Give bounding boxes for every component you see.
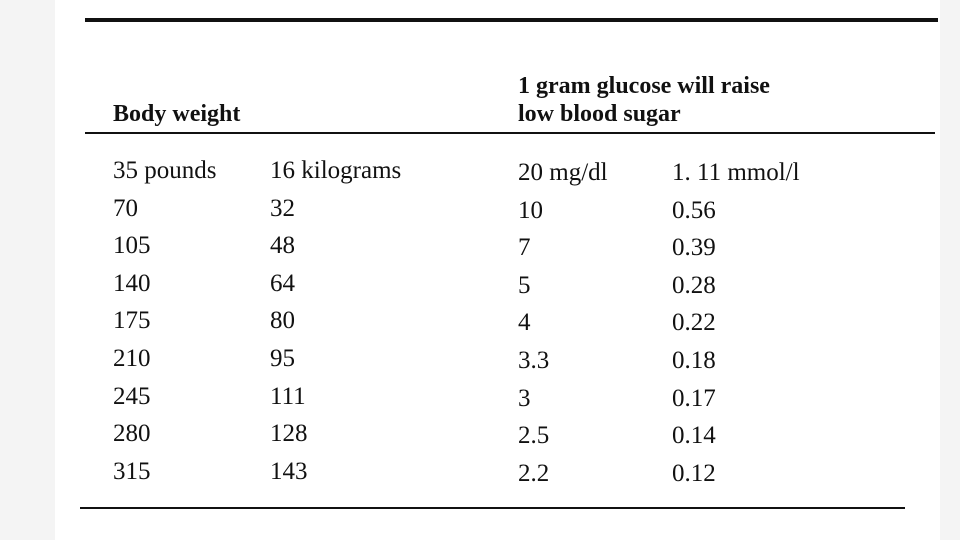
table-cell: 48 [270,232,295,260]
table-cell: 2.2 [518,459,550,487]
table-cell: 5 [518,271,531,299]
table-cell: 2.5 [518,422,550,450]
table-cell: 4 [518,309,531,337]
table-cell: 140 [113,269,151,297]
table-cell: 111 [270,382,306,410]
table-cell: 3.3 [518,347,550,374]
header-label: Body weight [113,101,241,127]
table-cell: 315 [113,457,151,485]
table-cell: 64 [270,269,295,297]
table-cell: 70 [113,194,138,222]
table-cell: 0.12 [672,459,716,487]
table-cell: 80 [270,307,295,335]
header-label: 1 gram glucose will raise [518,73,770,99]
table-cell: 10 [518,196,543,224]
table-cell: 0.56 [672,196,716,224]
table-cell: 16 kilograms [270,157,402,184]
table-cell: 0.17 [672,384,716,412]
table-cell: 20 mg/dl [518,159,608,186]
bottom-rule [80,507,905,509]
table-cell: 0.39 [672,234,716,262]
table-cell: 0.28 [672,271,716,299]
table-cell: 0.18 [672,347,716,374]
table-cell: 35 pounds [113,157,217,184]
table-cell: 0.14 [672,422,716,450]
table-cell: 3 [518,384,531,412]
sheet [55,0,940,540]
table-cell: 128 [270,420,308,448]
table-cell: 175 [113,307,151,335]
table-cell: 7 [518,234,531,262]
top-rule [85,18,938,22]
table-cell: 143 [270,457,308,485]
header-rule [85,132,935,134]
table-cell: 95 [270,345,295,372]
table-cell: 280 [113,420,151,448]
table-cell: 0.22 [672,309,716,337]
table-cell: 32 [270,194,295,222]
table-cell: 245 [113,382,151,410]
header-label: low blood sugar [518,101,681,127]
table-cell: 210 [113,345,151,372]
table-cell: 1. 11 mmol/l [672,159,800,186]
table-cell: 105 [113,232,151,260]
